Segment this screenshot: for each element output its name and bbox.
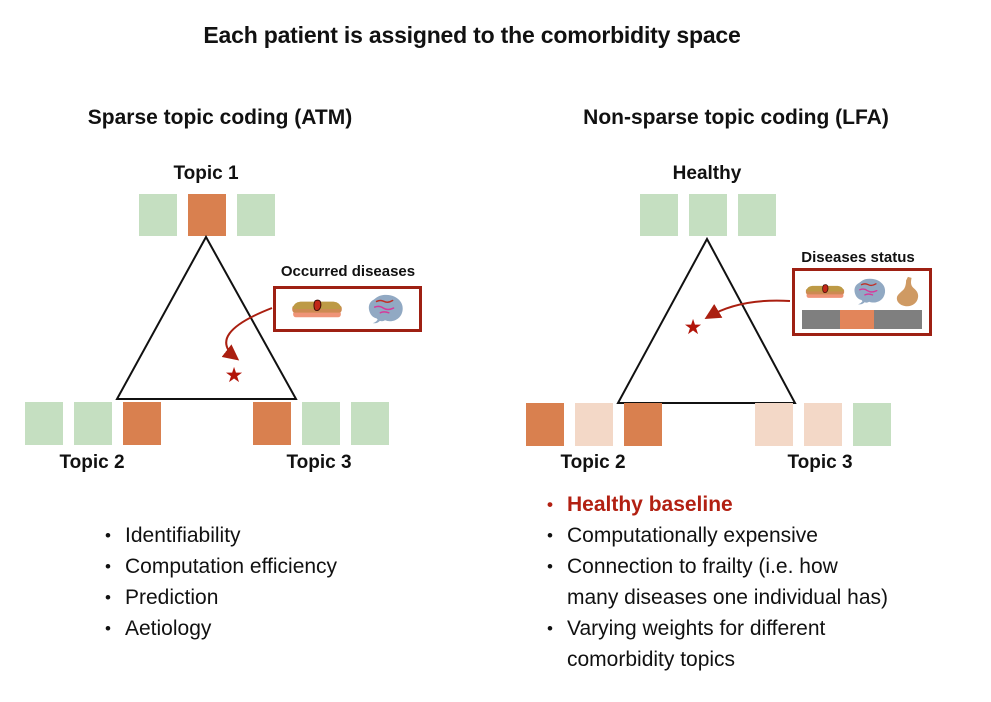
weight-square-green [351,402,389,445]
weight-square-green [853,403,891,446]
right-topic2-weight-squares [526,403,662,446]
weight-square-orange [526,403,564,446]
left-topic1-weight-squares [139,194,275,236]
bar-segment-bar_orange [840,310,874,329]
left-callout-label: Occurred diseases [280,263,416,280]
right-assignment-arrow [704,299,791,320]
left-panel-header: Sparse topic coding (ATM) [87,106,353,129]
list-item-text: Computationally expensive [567,524,818,547]
weight-square-green [689,194,727,236]
list-item: Aetiology [104,613,434,644]
right-healthy-label: Healthy [672,163,742,184]
right-topic3-label: Topic 3 [787,452,853,473]
bar-segment-bar_gray [874,310,922,329]
list-item-text: comorbidity topics [567,648,736,671]
weight-square-green [25,402,63,445]
weight-square-green [302,402,340,445]
list-item: Computation efficiency [104,551,434,582]
weight-square-green [640,194,678,236]
left-topic3-label: Topic 3 [286,452,352,473]
right-callout-label: Diseases status [801,249,915,266]
weight-square-pale [575,403,613,446]
weight-square-green [74,402,112,445]
left-assignment-arrow [221,307,273,361]
list-item-text: Identifiability [125,524,241,547]
bar-segment-bar_gray [802,310,840,329]
right-simplex-triangle [616,236,797,404]
list-item: Prediction [104,582,434,613]
weight-square-green [738,194,776,236]
list-item-text: Aetiology [125,617,212,640]
list-item: Varying weights for different comorbidit… [546,613,966,675]
skin-disease-icon [805,284,845,298]
weight-square-orange [123,402,161,445]
right-feature-list: Healthy baseline Computationally expensi… [546,489,966,675]
stomach-icon [896,276,919,307]
right-callout-box [792,268,932,336]
left-callout-box [273,286,422,332]
weight-square-pale [755,403,793,446]
list-item-highlight: Healthy baseline [546,489,966,520]
list-item-text: Connection to frailty (i.e. how [567,555,838,578]
right-topic3-weight-squares [755,403,891,446]
left-patient-star: ★ [224,363,244,387]
left-topic2-weight-squares [25,402,161,445]
list-item-text: Prediction [125,586,219,609]
left-topic2-label: Topic 2 [59,452,125,473]
right-patient-star: ★ [683,315,703,339]
list-item: Computationally expensive [546,520,966,551]
list-item: Identifiability [104,520,434,551]
weight-square-orange [188,194,226,236]
weight-square-pale [804,403,842,446]
list-item: Connection to frailty (i.e. how many dis… [546,551,966,613]
disease-status-bar [802,310,922,329]
left-feature-list: Identifiability Computation efficiency P… [104,520,434,644]
slide-title: Each patient is assigned to the comorbid… [203,22,741,48]
right-healthy-weight-squares [640,194,776,236]
weight-square-orange [253,402,291,445]
list-item-text: Computation efficiency [125,555,338,578]
brain-icon [854,278,886,305]
weight-square-orange [624,403,662,446]
left-topic3-weight-squares [253,402,389,445]
list-item-text: Healthy baseline [567,493,733,516]
right-topic2-label: Topic 2 [560,452,626,473]
disease-icon-row [804,276,920,307]
list-item-text: many diseases one individual has) [567,586,889,609]
list-item-text: Varying weights for different [567,617,826,640]
brain-icon [368,294,403,324]
weight-square-green [237,194,275,236]
right-panel-header: Non-sparse topic coding (LFA) [583,106,889,129]
left-topic1-label: Topic 1 [173,163,239,184]
skin-disease-icon [291,299,342,318]
weight-square-green [139,194,177,236]
